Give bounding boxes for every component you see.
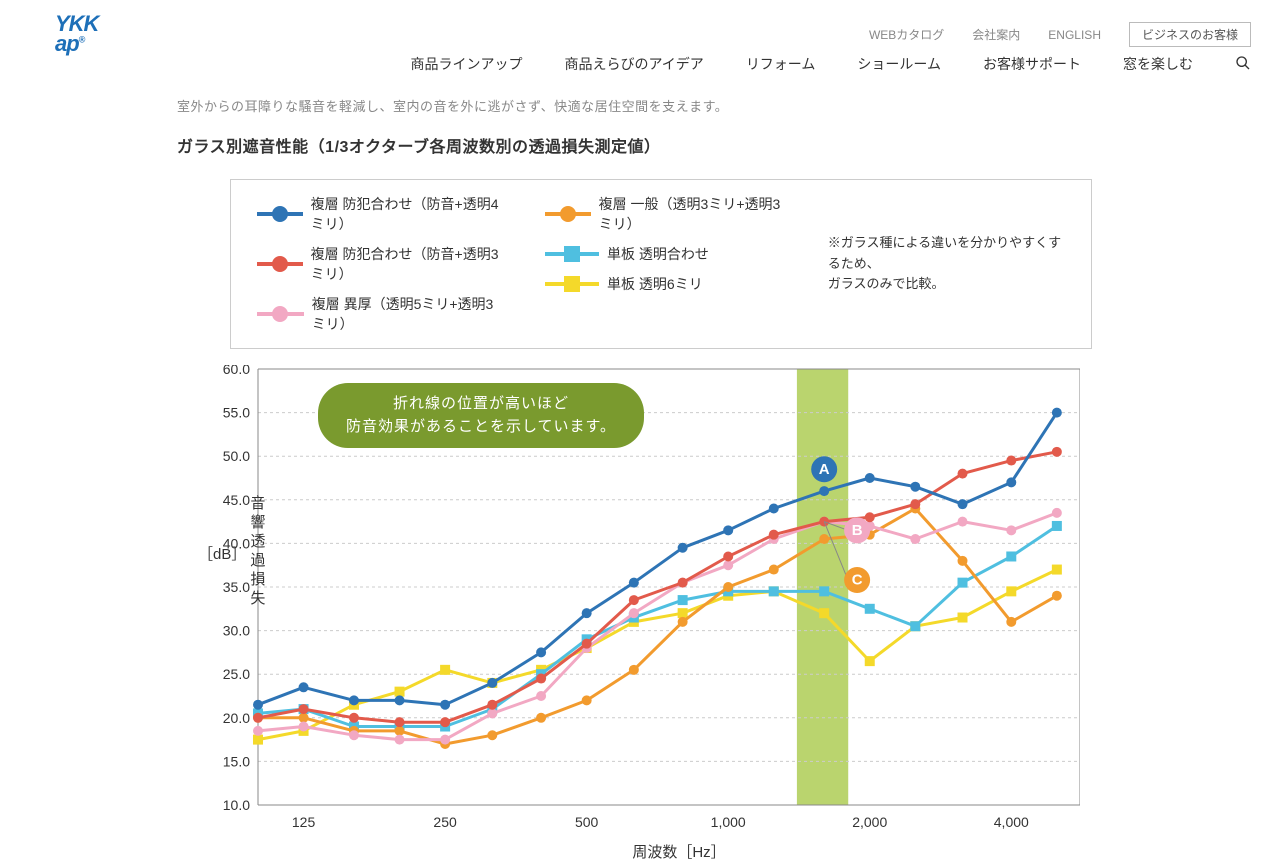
svg-text:250: 250 [433, 814, 457, 830]
top-utility-nav: WEBカタログ 会社案内 ENGLISH ビジネスのお客様 [869, 22, 1251, 47]
legend-note: ※ガラス種による違いを分かりやすくするため、 ガラスのみで比較。 [828, 233, 1073, 295]
nav-support[interactable]: お客様サポート [983, 54, 1081, 74]
legend-item-red: 複層 防犯合わせ（防音+透明3ミリ） [257, 244, 505, 284]
legend-label: 複層 一般（透明3ミリ+透明3ミリ） [599, 194, 788, 234]
nav-company[interactable]: 会社案内 [972, 26, 1020, 43]
nav-english[interactable]: ENGLISH [1048, 28, 1101, 42]
legend-item-yellow: 単板 透明6ミリ [545, 274, 788, 294]
svg-text:60.0: 60.0 [223, 365, 250, 377]
chart-legend: 複層 防犯合わせ（防音+透明4ミリ） 複層 防犯合わせ（防音+透明3ミリ） 複層 異… [230, 179, 1092, 349]
logo-line2: ap® [55, 34, 98, 54]
legend-item-pink: 複層 異厚（透明5ミリ+透明3ミリ） [257, 294, 505, 334]
svg-text:10.0: 10.0 [223, 797, 250, 813]
svg-text:1,000: 1,000 [711, 814, 746, 830]
svg-text:50.0: 50.0 [223, 448, 250, 464]
svg-text:125: 125 [292, 814, 316, 830]
main-nav: 商品ラインアップ 商品えらびのアイデア リフォーム ショールーム お客様サポート… [411, 54, 1252, 74]
nav-reform[interactable]: リフォーム [746, 54, 816, 74]
svg-text:4,000: 4,000 [994, 814, 1029, 830]
legend-item-blue: 複層 防犯合わせ（防音+透明4ミリ） [257, 194, 505, 234]
svg-text:15.0: 15.0 [223, 753, 250, 769]
page-content: 室外からの耳障りな騒音を軽減し、室内の音を外に逃がさず、快適な居住空間を支えます… [0, 80, 1279, 862]
legend-label: 複層 異厚（透明5ミリ+透明3ミリ） [312, 294, 505, 334]
legend-label: 複層 防犯合わせ（防音+透明4ミリ） [311, 194, 505, 234]
svg-text:B: B [852, 522, 863, 539]
svg-text:2,000: 2,000 [852, 814, 887, 830]
legend-label: 複層 防犯合わせ（防音+透明3ミリ） [311, 244, 505, 284]
legend-label: 単板 透明合わせ [607, 244, 709, 264]
brand-logo[interactable]: YKK ap® [55, 14, 98, 54]
nav-lineup[interactable]: 商品ラインアップ [411, 54, 523, 74]
legend-item-orange: 複層 一般（透明3ミリ+透明3ミリ） [545, 194, 788, 234]
nav-web-catalog[interactable]: WEBカタログ [869, 26, 944, 43]
svg-text:55.0: 55.0 [223, 405, 250, 421]
svg-text:30.0: 30.0 [223, 623, 250, 639]
svg-text:A: A [819, 461, 830, 478]
chart-callout: 折れ線の位置が高いほど 防音効果があることを示しています。 [318, 383, 644, 448]
search-icon[interactable] [1235, 55, 1251, 74]
chart-area: 音響透過損失 ［dB］ 折れ線の位置が高いほど 防音効果があることを示しています… [200, 365, 1100, 862]
nav-business[interactable]: ビジネスのお客様 [1129, 22, 1251, 47]
legend-item-cyan: 単板 透明合わせ [545, 244, 788, 264]
nav-showroom[interactable]: ショールーム [857, 54, 941, 74]
svg-text:500: 500 [575, 814, 599, 830]
svg-text:C: C [852, 572, 863, 589]
svg-text:20.0: 20.0 [223, 710, 250, 726]
legend-label: 単板 透明6ミリ [607, 274, 703, 294]
chart-title: ガラス別遮音性能（1/3オクターブ各周波数別の透過損失測定値） [177, 133, 1279, 157]
nav-enjoy[interactable]: 窓を楽しむ [1123, 54, 1193, 74]
x-axis-label: 周波数［Hz］ [258, 841, 1100, 862]
site-header: YKK ap® WEBカタログ 会社案内 ENGLISH ビジネスのお客様 商品… [0, 0, 1279, 80]
nav-ideas[interactable]: 商品えらびのアイデア [565, 54, 704, 74]
y-axis-label: 音響透過損失 ［dB］ [198, 495, 267, 609]
lead-text: 室外からの耳障りな騒音を軽減し、室内の音を外に逃がさず、快適な居住空間を支えます… [177, 96, 1279, 115]
svg-text:25.0: 25.0 [223, 666, 250, 682]
